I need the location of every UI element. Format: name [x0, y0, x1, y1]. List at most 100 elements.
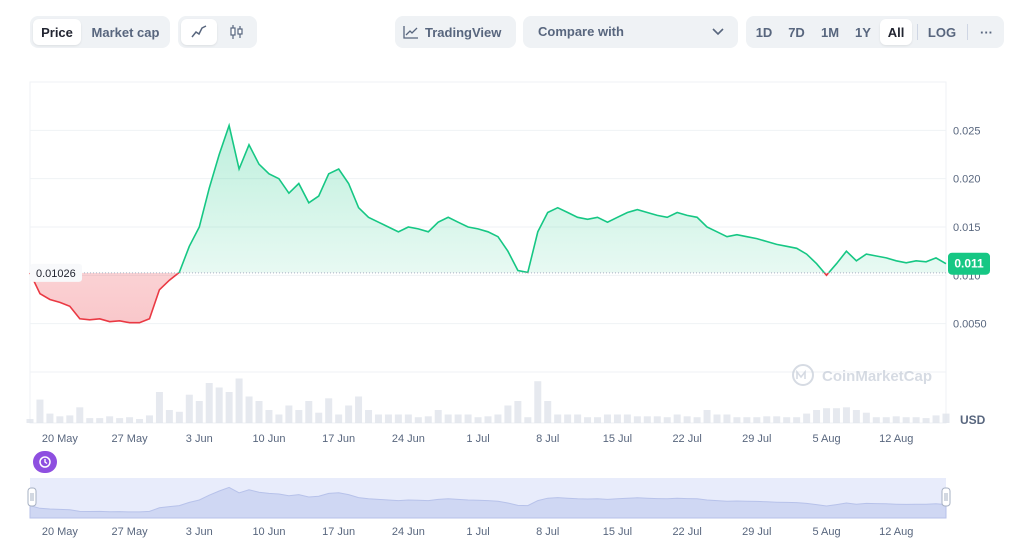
volume-bar: [474, 417, 482, 423]
volume-bar: [106, 416, 114, 423]
range-divider: [917, 24, 918, 40]
volume-bar: [932, 415, 940, 423]
price-line-down: [29, 272, 830, 324]
navigator[interactable]: [27, 478, 951, 519]
navigator-x-tick-label: 12 Aug: [879, 526, 913, 538]
volume-bar: [414, 417, 422, 423]
navigator-x-tick-label: 3 Jun: [186, 526, 213, 538]
volume-bar: [365, 410, 373, 423]
volume-bar: [862, 412, 870, 423]
range-all[interactable]: All: [880, 19, 912, 45]
line-chart-icon[interactable]: [181, 19, 217, 45]
navigator-x-tick-label: 29 Jul: [742, 526, 771, 538]
range-7d[interactable]: 7D: [788, 24, 805, 40]
x-tick-label: 29 Jul: [742, 433, 771, 445]
volume-bar: [295, 410, 303, 423]
y-tick-label: 0.025: [953, 125, 981, 137]
range-selector: 1D 7D 1M 1Y All LOG ···: [746, 16, 1004, 48]
volume-bar: [733, 417, 741, 423]
volume-bar: [175, 411, 183, 423]
x-tick-label: 8 Jul: [536, 433, 559, 445]
volume-bar: [713, 414, 721, 423]
volume-bar: [623, 414, 631, 423]
range-1m[interactable]: 1M: [820, 24, 840, 40]
volume-bar: [394, 414, 402, 423]
volume-bar: [255, 401, 263, 423]
navigator-x-tick-label: 20 May: [42, 526, 79, 538]
volume-bar: [245, 396, 253, 423]
currency-label: USD: [960, 413, 986, 427]
volume-bar: [912, 417, 920, 423]
compare-with-select[interactable]: Compare with: [523, 16, 738, 48]
volume-bar: [663, 417, 671, 423]
x-tick-label: 15 Jul: [603, 433, 632, 445]
tab-price[interactable]: Price: [33, 19, 81, 45]
volume-bar: [384, 414, 392, 423]
volume-bar: [823, 408, 831, 423]
volume-bar: [215, 387, 223, 423]
volume-bar: [116, 418, 124, 423]
volume-bar: [484, 416, 492, 423]
volume-bar: [126, 417, 134, 423]
x-tick-label: 20 May: [42, 433, 79, 445]
volume-bar: [424, 416, 432, 423]
navigator-x-tick-label: 27 May: [112, 526, 149, 538]
volume-bar: [584, 417, 592, 423]
x-tick-label: 12 Aug: [879, 433, 913, 445]
price-line-up: [29, 122, 947, 273]
history-button[interactable]: [33, 451, 57, 473]
volume-bar: [763, 416, 771, 423]
volume-bar: [524, 417, 532, 423]
volume-bar: [145, 415, 153, 423]
volume-bar: [46, 413, 54, 423]
volume-bar: [813, 410, 821, 423]
volume-bar: [514, 401, 522, 423]
navigator-x-tick-label: 1 Jul: [466, 526, 489, 538]
volume-bar: [285, 405, 293, 423]
x-tick-label: 1 Jul: [466, 433, 489, 445]
y-tick-label: 0.0050: [953, 319, 987, 331]
tradingview-inner: TradingView: [403, 19, 511, 45]
area-above-reference: [30, 125, 946, 273]
y-tick-label: 0.020: [953, 174, 981, 186]
x-tick-label: 3 Jun: [186, 433, 213, 445]
x-tick-label: 22 Jul: [672, 433, 701, 445]
volume-bar: [852, 410, 860, 423]
volume-bar: [155, 392, 163, 423]
price-marketcap-toggle: Price Market cap: [30, 16, 170, 48]
volume-bar: [96, 418, 104, 423]
compare-with-label: Compare with: [538, 24, 624, 39]
volume-bar: [534, 381, 542, 423]
navigator-x-tick-label: 8 Jul: [536, 526, 559, 538]
navigator-x-tick-label: 15 Jul: [603, 526, 632, 538]
tradingview-button[interactable]: TradingView: [395, 16, 516, 48]
volume-bar: [185, 394, 193, 423]
volume-bar: [265, 410, 273, 423]
volume-bar: [743, 417, 751, 423]
tradingview-label: TradingView: [425, 24, 502, 40]
navigator-x-tick-label: 22 Jul: [672, 526, 701, 538]
volume-bar: [26, 419, 34, 423]
volume-bar: [783, 417, 791, 423]
range-1d[interactable]: 1D: [755, 24, 773, 40]
candlestick-icon[interactable]: [219, 19, 254, 45]
area-below-reference: [30, 272, 829, 323]
x-tick-label: 27 May: [112, 433, 149, 445]
more-options-button[interactable]: ···: [980, 24, 993, 40]
volume-bar: [136, 419, 144, 423]
volume-bar: [594, 417, 602, 423]
range-divider-2: [967, 24, 968, 40]
volume-bar: [345, 405, 353, 423]
volume-bar: [613, 414, 621, 423]
volume-bar: [633, 416, 641, 423]
volume-bar: [165, 410, 173, 423]
volume-bar: [444, 414, 452, 423]
volume-bar: [205, 383, 213, 423]
tab-market-cap[interactable]: Market cap: [91, 24, 160, 40]
chart-type-toggle: [178, 16, 257, 48]
volume-bar: [374, 414, 382, 423]
navigator-x-tick-label: 10 Jun: [252, 526, 285, 538]
range-1y[interactable]: 1Y: [855, 24, 871, 40]
log-toggle[interactable]: LOG: [927, 24, 957, 40]
